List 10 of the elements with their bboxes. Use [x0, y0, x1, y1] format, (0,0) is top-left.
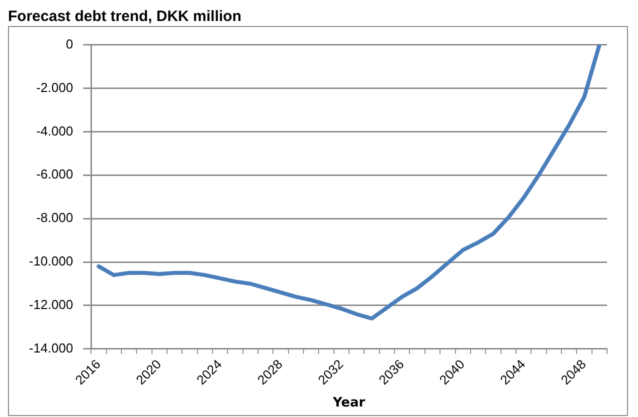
y-tick-label: -10.000 — [28, 254, 74, 269]
chart-title: Forecast debt trend, DKK million — [8, 8, 242, 26]
y-tick-label: 0 — [66, 36, 74, 52]
y-tick-label: -14.000 — [28, 340, 74, 356]
y-tick-label: -12.000 — [28, 297, 74, 312]
y-tick-label: -6.000 — [36, 166, 74, 182]
y-tick-label: -4.000 — [36, 123, 74, 138]
x-axis-title: Year — [332, 396, 366, 411]
y-tick-label: -2.000 — [36, 80, 74, 95]
y-tick-label: -8.000 — [36, 210, 74, 226]
